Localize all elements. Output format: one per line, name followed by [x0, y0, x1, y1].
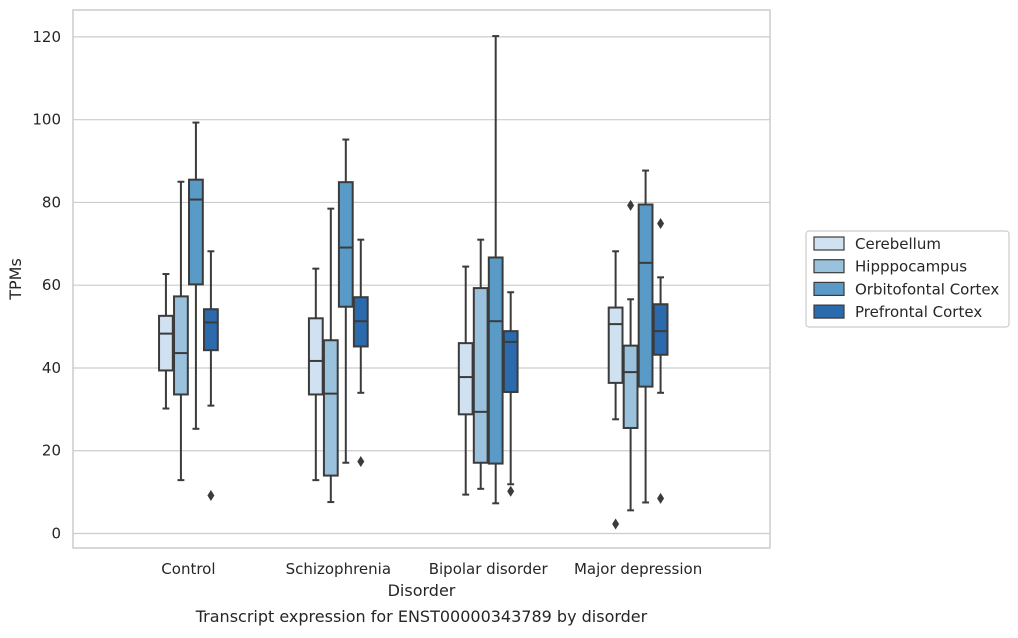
iqr-box: [307, 317, 324, 396]
x-axis-ticks: Control Schizophrenia Bipolar disorder Majo…: [161, 560, 702, 578]
iqr-box: [637, 203, 654, 388]
legend-label: Prefrontal Cortex: [855, 303, 982, 321]
legend-swatch: [813, 259, 845, 274]
legend-swatch: [813, 236, 845, 251]
y-tick-label: 40: [42, 359, 61, 377]
legend: Cerebellum Hipppocampus Orbitofontal Corte…: [805, 230, 1010, 328]
box-2-3: [502, 291, 519, 497]
x-tick-label: Control: [161, 560, 215, 578]
chart-caption: Transcript expression for ENST0000034378…: [195, 607, 648, 626]
outlier-point: [612, 518, 620, 530]
outlier-point: [507, 485, 515, 497]
iqr-box: [607, 306, 624, 384]
iqr-box: [652, 303, 669, 356]
iqr-box: [322, 339, 339, 477]
iqr-box: [203, 308, 219, 352]
y-tick-label: 80: [42, 193, 61, 211]
outlier-point: [357, 456, 365, 468]
legend-label: Hipppocampus: [855, 258, 967, 276]
iqr-box: [457, 342, 474, 416]
box-2-2: [487, 35, 504, 505]
legend-label: Cerebellum: [855, 235, 941, 253]
x-tick-label: Major depression: [574, 560, 702, 578]
box-plot-marks: [158, 35, 669, 530]
x-tick-label: Bipolar disorder: [429, 560, 549, 578]
box-3-0: [607, 250, 624, 530]
outlier-point: [657, 218, 665, 230]
outlier-point: [657, 492, 665, 504]
box-3-1: [622, 199, 639, 512]
box-0-3: [203, 250, 219, 501]
x-axis-label: Disorder: [388, 581, 456, 600]
y-axis-ticks: 0 20 40 60 80 100 120: [32, 28, 61, 543]
iqr-box: [622, 344, 639, 429]
legend-swatch: [813, 304, 845, 319]
box-1-1: [322, 207, 339, 504]
y-tick-label: 120: [32, 28, 61, 46]
grid-lines: [73, 36, 770, 535]
iqr-box: [337, 181, 354, 308]
outlier-point: [207, 489, 215, 501]
y-tick-label: 0: [51, 525, 61, 543]
y-axis-label: TPMs: [6, 258, 25, 301]
legend-swatch: [813, 281, 845, 296]
y-tick-label: 100: [32, 111, 61, 129]
box-0-2: [188, 121, 204, 430]
iqr-box: [188, 178, 204, 286]
x-tick-label: Schizophrenia: [286, 560, 391, 578]
box-3-3: [652, 218, 669, 504]
y-tick-label: 20: [42, 442, 61, 460]
box-1-0: [307, 267, 324, 482]
box-3-2: [637, 169, 654, 504]
legend-frame: [805, 230, 1010, 328]
iqr-box: [487, 256, 504, 465]
box-0-1: [173, 180, 189, 482]
box-0-0: [158, 273, 174, 410]
y-tick-label: 60: [42, 276, 61, 294]
outlier-point: [627, 199, 635, 211]
iqr-box: [502, 330, 519, 393]
box-1-3: [352, 238, 369, 468]
legend-label: Orbitofontal Cortex: [855, 280, 999, 298]
box-2-1: [472, 238, 489, 490]
iqr-box: [158, 314, 174, 372]
iqr-box: [173, 295, 189, 396]
box-1-2: [337, 138, 354, 464]
iqr-box: [472, 287, 489, 464]
plot-area-frame: [72, 9, 771, 549]
box-2-0: [457, 265, 474, 496]
